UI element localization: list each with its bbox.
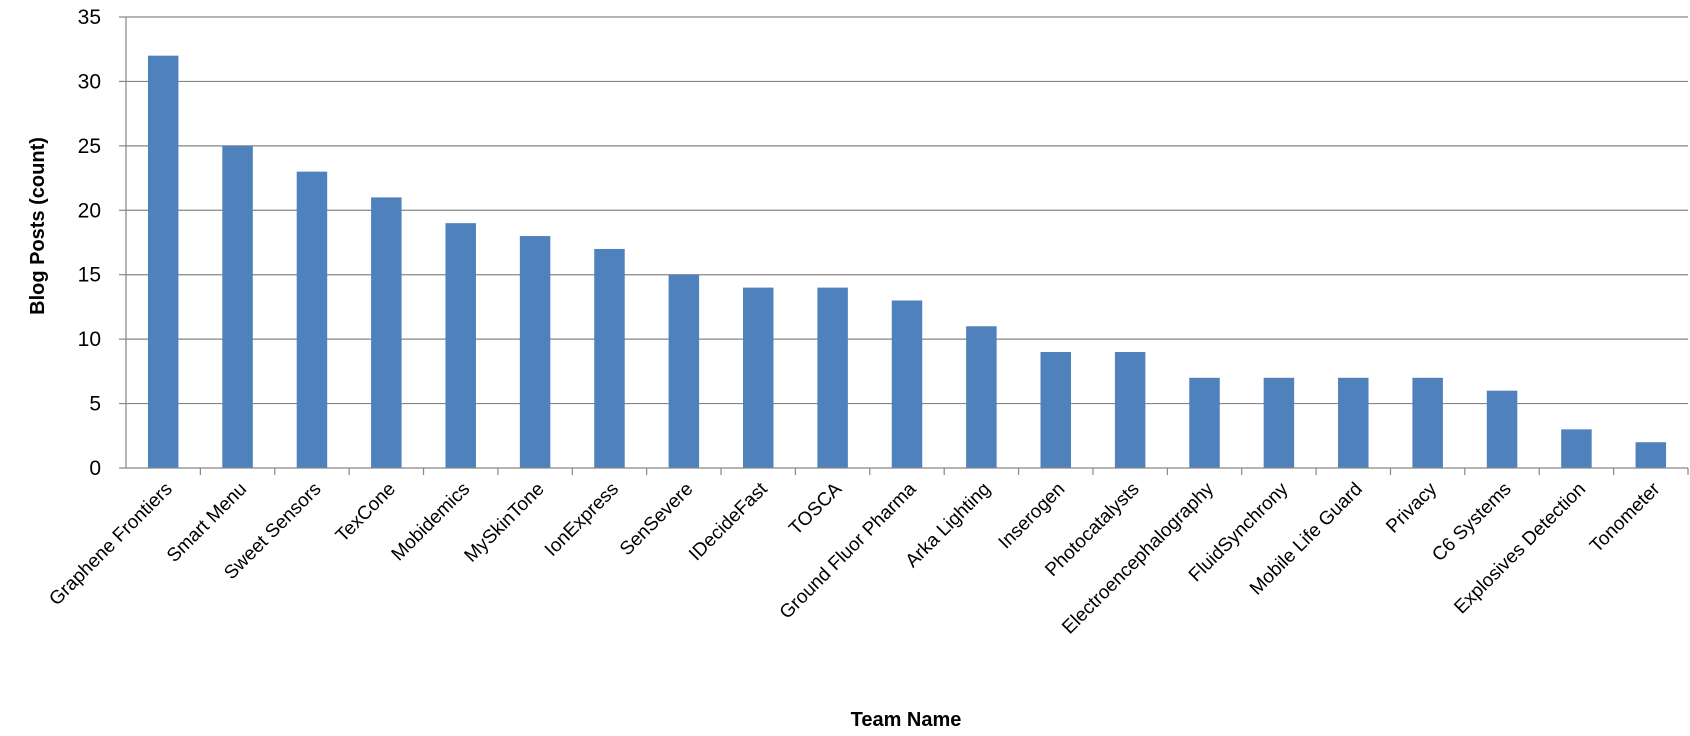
y-tick-label: 25 bbox=[78, 135, 101, 158]
bar-explosives-detection bbox=[1561, 429, 1592, 468]
bar-privacy bbox=[1412, 377, 1443, 468]
bar-graphene-frontiers bbox=[147, 55, 179, 469]
bar-electroencephalography bbox=[1189, 377, 1220, 468]
x-tick-label: MySkinTone bbox=[461, 479, 549, 567]
x-tick-label: Tonometer bbox=[1586, 478, 1665, 557]
bar-sensevere bbox=[668, 274, 700, 468]
bar-ionexpress bbox=[594, 248, 625, 468]
bar-c6-systems bbox=[1486, 390, 1518, 468]
bar-mobidemics bbox=[445, 223, 476, 468]
bar-myskintone bbox=[519, 236, 551, 468]
x-axis-title: Team Name bbox=[851, 709, 962, 731]
bar-sweet-sensors bbox=[296, 171, 328, 468]
bar-inserogen bbox=[1040, 352, 1072, 468]
x-tick-label: Electroencephalography bbox=[1058, 478, 1218, 638]
x-tick-label: Graphene Frontiers bbox=[45, 479, 176, 610]
x-tick-label: Privacy bbox=[1382, 478, 1441, 537]
x-tick-label: SenSevere bbox=[616, 479, 697, 560]
y-tick-label: 0 bbox=[89, 457, 101, 480]
bar-tonometer bbox=[1635, 442, 1667, 468]
y-tick-label: 30 bbox=[78, 70, 101, 93]
bar-tosca bbox=[817, 287, 848, 468]
y-tick-label: 20 bbox=[78, 199, 101, 222]
y-tick-label: 15 bbox=[78, 264, 101, 287]
bar-texcone bbox=[371, 197, 402, 468]
bars bbox=[147, 55, 1667, 469]
bar-idecidefast bbox=[742, 287, 774, 468]
x-tick-label: Explosives Detection bbox=[1450, 479, 1590, 619]
y-axis-title: Blog Posts (count) bbox=[27, 137, 49, 315]
x-tick-label: IonExpress bbox=[541, 479, 623, 561]
bar-arka-lighting bbox=[966, 326, 997, 468]
bar-ground-fluor-pharma bbox=[891, 300, 923, 468]
bar-photocatalysts bbox=[1114, 352, 1146, 468]
y-tick-label: 10 bbox=[78, 328, 101, 351]
x-tick-label: IDecideFast bbox=[685, 478, 772, 565]
x-tick-label: Ground Fluor Pharma bbox=[776, 478, 921, 623]
y-tick-labels: 0 5 10 15 20 25 30 35 bbox=[78, 6, 101, 480]
axes bbox=[119, 16, 1689, 475]
bar-fluidsynchrony bbox=[1263, 377, 1295, 468]
bar-smart-menu bbox=[222, 145, 253, 468]
x-tick-label: Inserogen bbox=[995, 479, 1070, 554]
bar-mobile-life-guard bbox=[1338, 377, 1369, 468]
x-tick-label: TOSCA bbox=[785, 478, 846, 539]
y-tick-label: 35 bbox=[78, 6, 101, 29]
y-tick-label: 5 bbox=[89, 393, 101, 416]
x-tick-label: TexCone bbox=[332, 479, 400, 547]
